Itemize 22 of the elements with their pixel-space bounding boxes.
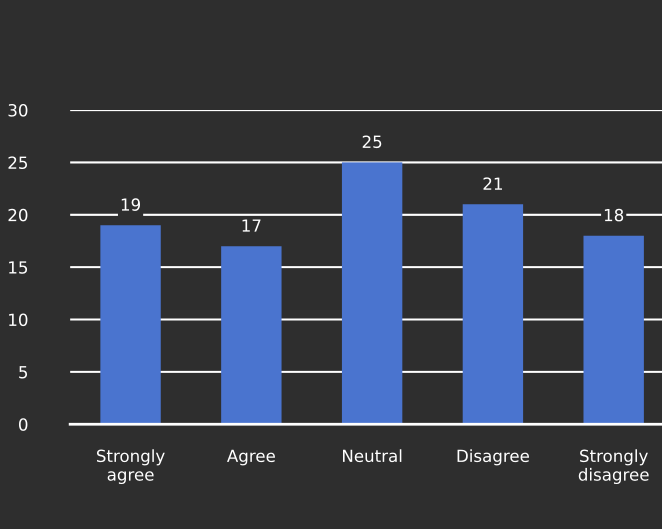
x-tick-label: Strongly disagree [578,449,649,484]
bar [462,204,524,424]
y-tick-label: 15 [9,261,28,274]
x-tick-label: Neutral [343,449,402,462]
data-label: 19 [122,198,140,211]
data-label: 25 [362,135,382,148]
y-tick-label: 20 [8,208,28,222]
bar [583,236,644,424]
bar [221,246,282,424]
x-tick-label: Agree [226,450,275,466]
data-label: 21 [484,177,502,190]
y-tick-label: 0 [19,418,28,431]
x-tick-label: Strongly agree [96,449,165,484]
data-label: 18 [604,208,624,222]
x-tick-label: Disagree [458,449,529,466]
bar [100,225,161,424]
y-tick-label: 10 [9,313,28,326]
y-tick-label: 5 [19,366,28,378]
bar [342,162,402,424]
y-tick-label: 30 [8,104,28,117]
y-tick-label: 25 [8,156,28,169]
data-label: 17 [242,219,261,232]
